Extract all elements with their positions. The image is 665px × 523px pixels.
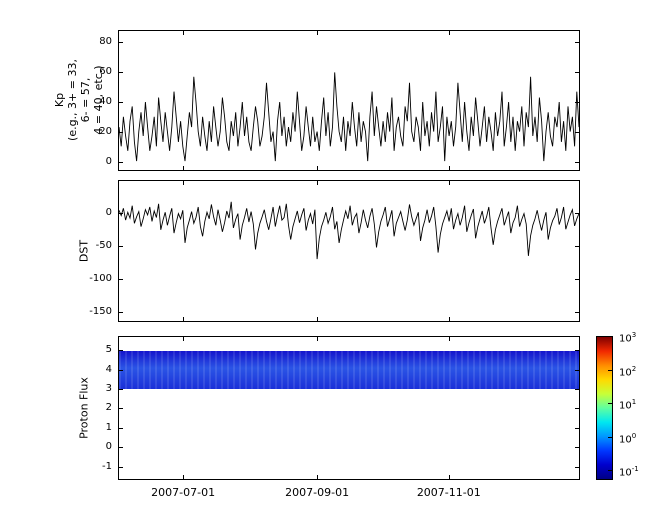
proton-xtick-mark: [448, 475, 450, 479]
dst-ytick-label: -50: [95, 240, 112, 252]
colorbar: [596, 336, 613, 480]
colorbar-tick-mark: [608, 469, 612, 471]
proton-flux-band: [119, 350, 579, 390]
kp-xtick-mark: [448, 166, 450, 170]
dst-xtick-mark: [448, 317, 450, 321]
kp-ytick-label: 60: [99, 66, 112, 77]
proton-ytick-label: 5: [105, 344, 112, 356]
x-tick-label: 2007-11-01: [416, 486, 481, 499]
proton-ytick-mark: [575, 447, 579, 449]
kp-ytick-mark: [119, 162, 123, 163]
colorbar-tick-mark: [608, 336, 612, 337]
kp-ytick-mark: [119, 102, 123, 103]
colorbar-tick-label: 102: [619, 364, 637, 378]
dst-xtick-mark: [183, 181, 185, 185]
proton-ytick-label: 3: [105, 383, 112, 394]
dst-ytick-label: -150: [89, 306, 112, 318]
dst-xtick-mark: [448, 181, 450, 185]
proton-xtick-mark: [317, 475, 319, 479]
kp-ytick-label: 40: [99, 96, 112, 107]
kp-xtick-mark: [317, 166, 319, 170]
proton-ytick-mark: [119, 447, 123, 449]
kp-ytick-mark: [119, 42, 123, 43]
dst-ytick-mark: [575, 279, 579, 281]
colorbar-tick-label: 100: [619, 431, 637, 445]
proton-ytick-mark: [575, 369, 579, 371]
dst-ytick-mark: [575, 246, 579, 248]
colorbar-tick-label: 103: [619, 331, 637, 345]
kp-line-series: [119, 72, 579, 162]
kp-ylabel-line-1: Kp: [53, 92, 66, 108]
proton-ytick-mark: [575, 389, 579, 390]
proton-ytick-label: 4: [105, 363, 112, 375]
proton-xtick-mark: [183, 337, 185, 341]
proton-ytick-label: 1: [105, 421, 112, 433]
kp-xtick-mark: [317, 31, 319, 35]
proton-ytick-mark: [119, 466, 123, 468]
proton-xtick-mark: [317, 337, 319, 341]
proton-ytick-mark: [119, 408, 123, 410]
proton-xtick-mark: [448, 337, 450, 341]
colorbar-tick-label: 10-1: [619, 464, 639, 479]
colorbar-tick-mark: [608, 436, 612, 438]
proton-ytick-mark: [119, 427, 123, 429]
colorbar-tick-mark: [608, 369, 612, 371]
dst-ytick-label: -100: [89, 273, 112, 285]
kp-ytick-mark: [575, 42, 579, 43]
x-tick-label: 2007-07-01: [151, 486, 216, 499]
proton-flux-panel: [118, 336, 580, 480]
kp-xtick-mark: [448, 31, 450, 35]
kp-ytick-mark: [575, 72, 579, 73]
kp-ytick-label: 20: [99, 126, 112, 137]
kp-ytick-mark: [119, 132, 123, 133]
proton-ytick-mark: [119, 350, 123, 352]
proton-ytick-mark: [575, 350, 579, 352]
dst-line-series: [119, 201, 579, 260]
colorbar-tick-mark: [608, 402, 612, 404]
kp-ytick-mark: [119, 72, 123, 73]
proton-ytick-mark: [575, 466, 579, 468]
dst-xtick-mark: [317, 181, 319, 185]
proton-ytick-label: -1: [102, 460, 112, 472]
dst-ytick-mark: [575, 213, 579, 215]
kp-xtick-mark: [183, 31, 185, 35]
proton-ytick-mark: [575, 408, 579, 410]
dst-ytick-label: 0: [105, 207, 112, 219]
colorbar-tick-label: 101: [619, 397, 637, 412]
dst-xtick-mark: [183, 317, 185, 321]
dst-ytick-mark: [119, 246, 123, 248]
dst-plot-panel: [118, 180, 580, 322]
x-tick-label: 2007-09-01: [285, 486, 350, 499]
dst-ytick-mark: [119, 279, 123, 281]
kp-ytick-label: 0: [105, 156, 112, 167]
kp-ytick-mark: [575, 162, 579, 163]
kp-ytick-mark: [575, 102, 579, 103]
kp-plot-panel: [118, 30, 580, 171]
kp-xtick-mark: [183, 166, 185, 170]
proton-ytick-label: 2: [105, 402, 112, 414]
kp-ytick-label: 80: [99, 36, 112, 47]
dst-xtick-mark: [317, 317, 319, 321]
dst-ytick-mark: [119, 312, 123, 314]
proton-ytick-label: 0: [105, 441, 112, 453]
dst-ytick-mark: [119, 213, 123, 215]
kp-ytick-mark: [575, 132, 579, 133]
proton-xtick-mark: [183, 475, 185, 479]
proton-ytick-mark: [119, 369, 123, 371]
proton-ytick-mark: [575, 427, 579, 429]
dst-ytick-mark: [575, 312, 579, 314]
proton-ytick-mark: [119, 389, 123, 390]
